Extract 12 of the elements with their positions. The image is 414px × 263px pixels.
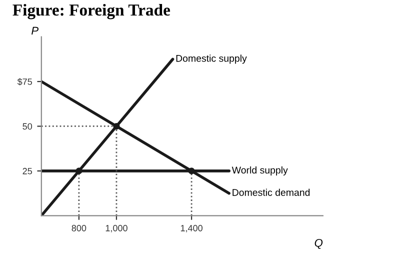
- series-label: Domestic supply: [176, 54, 247, 64]
- y-tick-label: 25: [22, 168, 32, 174]
- series-label: World supply: [232, 166, 288, 176]
- x-tick-label: 800: [72, 224, 86, 232]
- y-tick-label: 50: [22, 123, 32, 130]
- series-label: Domestic demand: [232, 188, 310, 196]
- x-tick-label: 1,400: [180, 224, 202, 232]
- y-axis-title: P: [32, 26, 39, 35]
- y-tick-label: $75: [17, 78, 32, 86]
- x-axis-title: Q: [314, 238, 323, 249]
- x-tick-label: 1,000: [106, 224, 128, 232]
- chart-title: Figure: Foreign Trade: [12, 4, 170, 20]
